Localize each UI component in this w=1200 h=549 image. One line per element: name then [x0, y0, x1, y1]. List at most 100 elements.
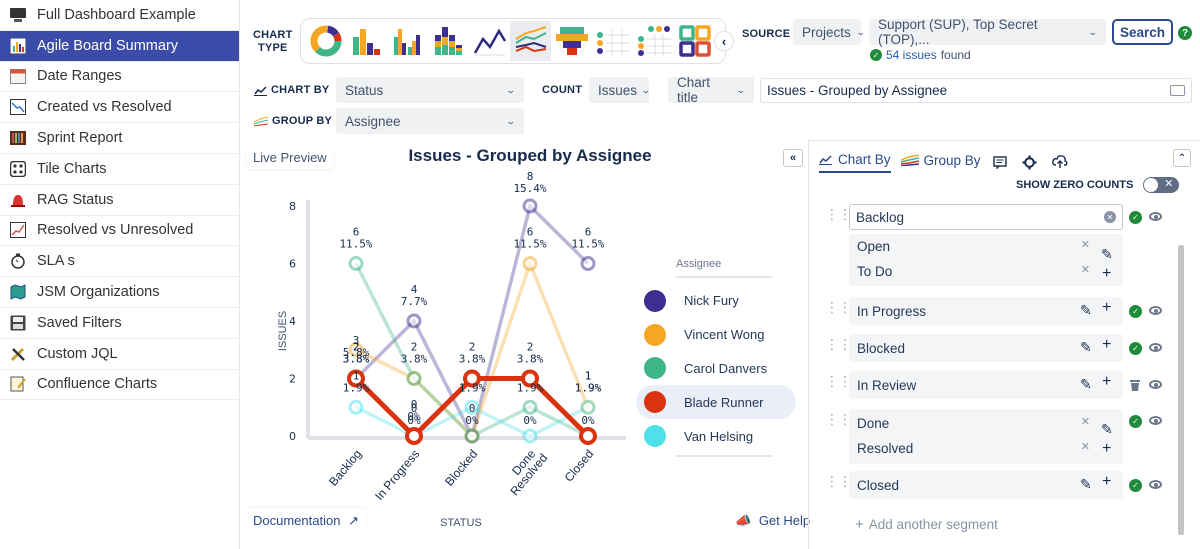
check-circle-icon[interactable]: ✓: [1129, 342, 1142, 355]
plus-icon[interactable]: +: [1102, 265, 1112, 282]
pencil-icon[interactable]: ✎: [1101, 246, 1113, 262]
get-help-link[interactable]: 📣 Get Help: [728, 508, 817, 534]
sidebar-item-created-vs-resolved[interactable]: Created vs Resolved: [0, 92, 239, 124]
sidebar-item-jsm-organizations[interactable]: JSM Organizations: [0, 277, 239, 308]
drag-handle-icon[interactable]: ⋮⋮: [825, 473, 852, 489]
data-point[interactable]: [406, 371, 422, 386]
remove-status-icon[interactable]: ✕: [1080, 264, 1090, 276]
segment-row[interactable]: Blocked: [849, 334, 1123, 362]
tab-chart-by[interactable]: Chart By: [819, 152, 891, 173]
sidebar-item-resolved-vs-unresolved[interactable]: Resolved vs Unresolved: [0, 216, 239, 247]
trash-icon[interactable]: [1130, 379, 1140, 391]
sidebar-item-sprint-report[interactable]: Sprint Report: [0, 123, 239, 154]
collapse-panel-button[interactable]: ⌃: [1173, 149, 1191, 167]
data-point[interactable]: [522, 256, 538, 271]
chart-type-multi-line[interactable]: [510, 21, 551, 61]
plus-icon[interactable]: +: [1102, 440, 1112, 457]
sidebar-item-date-ranges[interactable]: Date Ranges: [0, 62, 239, 93]
check-circle-icon[interactable]: ✓: [1129, 415, 1142, 428]
group-by-select[interactable]: Assignee ⌄: [336, 108, 524, 134]
eye-icon[interactable]: [1149, 416, 1162, 425]
legend-item[interactable]: Van Helsing: [630, 419, 800, 453]
source-type-select[interactable]: Projects ⌄: [793, 19, 865, 45]
source-projects-select[interactable]: Support (SUP), Top Secret (TOP),... ⌄: [869, 17, 1106, 47]
data-point[interactable]: [348, 256, 364, 271]
search-button[interactable]: Search: [1112, 19, 1173, 45]
segment-row[interactable]: In Review: [849, 371, 1123, 399]
segment-name-input[interactable]: Backlog ✕: [849, 204, 1123, 230]
legend-item[interactable]: Blade Runner: [636, 385, 796, 420]
data-point[interactable]: [464, 428, 480, 444]
drag-handle-icon[interactable]: ⋮⋮: [825, 206, 852, 222]
sidebar-item-full-dashboard[interactable]: Full Dashboard Example: [0, 0, 239, 31]
pencil-icon[interactable]: ✎: [1080, 376, 1092, 392]
chart-type-funnel[interactable]: [551, 21, 592, 61]
plus-icon[interactable]: +: [1102, 299, 1112, 316]
sidebar-item-tile-charts[interactable]: Tile Charts: [0, 154, 239, 185]
tab-group-by[interactable]: Group By: [900, 153, 981, 172]
sidebar-item-confluence-charts[interactable]: Confluence Charts: [0, 370, 239, 401]
data-point[interactable]: [522, 399, 538, 415]
chart-type-line[interactable]: [469, 21, 510, 61]
title-mode-select[interactable]: Chart title ⌄: [668, 75, 754, 105]
remove-status-icon[interactable]: ✕: [1080, 239, 1090, 251]
segment-row[interactable]: In Progress: [849, 297, 1123, 325]
data-point[interactable]: [348, 342, 364, 358]
data-point[interactable]: [406, 313, 422, 329]
eye-icon[interactable]: [1149, 212, 1162, 221]
segment-row[interactable]: Closed: [849, 471, 1123, 499]
sidebar-item-saved-filters[interactable]: Saved Filters: [0, 308, 239, 339]
eye-icon[interactable]: [1149, 380, 1162, 389]
data-point[interactable]: [521, 369, 539, 388]
plus-icon[interactable]: +: [1102, 336, 1112, 353]
pencil-icon[interactable]: ✎: [1080, 302, 1092, 318]
eye-icon[interactable]: [1149, 480, 1162, 489]
data-point[interactable]: [348, 399, 364, 415]
chart-type-dot-grid[interactable]: [633, 21, 674, 61]
chart-title-input[interactable]: Issues - Grouped by Assignee: [760, 78, 1192, 103]
card-icon[interactable]: [1170, 85, 1185, 96]
data-point[interactable]: [580, 399, 596, 415]
pencil-icon[interactable]: ✎: [1101, 421, 1113, 437]
panel-scrollbar[interactable]: [1177, 181, 1185, 546]
clear-icon[interactable]: ✕: [1104, 211, 1116, 223]
sidebar-item-rag-status[interactable]: RAG Status: [0, 185, 239, 216]
data-point[interactable]: [522, 198, 538, 214]
drag-handle-icon[interactable]: ⋮⋮: [825, 411, 852, 427]
check-circle-icon[interactable]: ✓: [1129, 479, 1142, 492]
scrollbar-thumb[interactable]: [1178, 245, 1184, 535]
pencil-icon[interactable]: ✎: [1080, 476, 1092, 492]
check-circle-icon[interactable]: ✓: [1129, 305, 1142, 318]
drag-handle-icon[interactable]: ⋮⋮: [825, 373, 852, 389]
documentation-link[interactable]: Documentation ↗: [246, 508, 366, 534]
comment-icon[interactable]: [991, 153, 1009, 171]
legend-item[interactable]: Nick Fury: [630, 284, 800, 318]
pencil-icon[interactable]: ✎: [1080, 339, 1092, 355]
issues-count-link[interactable]: 54 issues: [886, 48, 937, 62]
remove-status-icon[interactable]: ✕: [1080, 416, 1090, 428]
legend-item[interactable]: Vincent Wong: [630, 318, 800, 352]
data-point[interactable]: [347, 369, 365, 388]
remove-status-icon[interactable]: ✕: [1080, 441, 1090, 453]
data-point[interactable]: [463, 369, 481, 388]
show-zero-counts-toggle[interactable]: ✕: [1143, 177, 1180, 193]
sidebar-item-custom-jql[interactable]: Custom JQL: [0, 339, 239, 370]
data-point[interactable]: [522, 428, 538, 444]
cloud-upload-icon[interactable]: [1051, 153, 1069, 171]
chart-type-stacked-bar[interactable]: [428, 21, 469, 61]
chart-type-tiles[interactable]: [674, 21, 715, 61]
chart-by-select[interactable]: Status ⌄: [336, 77, 524, 103]
check-circle-icon[interactable]: ✓: [1129, 211, 1142, 224]
data-point[interactable]: [464, 399, 480, 415]
help-icon[interactable]: ?: [1178, 26, 1192, 40]
chart-type-collapse-button[interactable]: ‹: [714, 31, 734, 51]
add-segment-button[interactable]: + Add another segment: [855, 516, 998, 533]
data-point[interactable]: [579, 427, 597, 445]
chart-type-grouped-bar[interactable]: [387, 21, 428, 61]
drag-handle-icon[interactable]: ⋮⋮: [825, 336, 852, 352]
sidebar-item-agile-board-summary[interactable]: Agile Board Summary: [0, 30, 239, 62]
chart-type-dot-matrix[interactable]: [592, 21, 633, 61]
data-point[interactable]: [580, 256, 596, 271]
drag-handle-icon[interactable]: ⋮⋮: [825, 299, 852, 315]
data-point[interactable]: [405, 427, 423, 445]
